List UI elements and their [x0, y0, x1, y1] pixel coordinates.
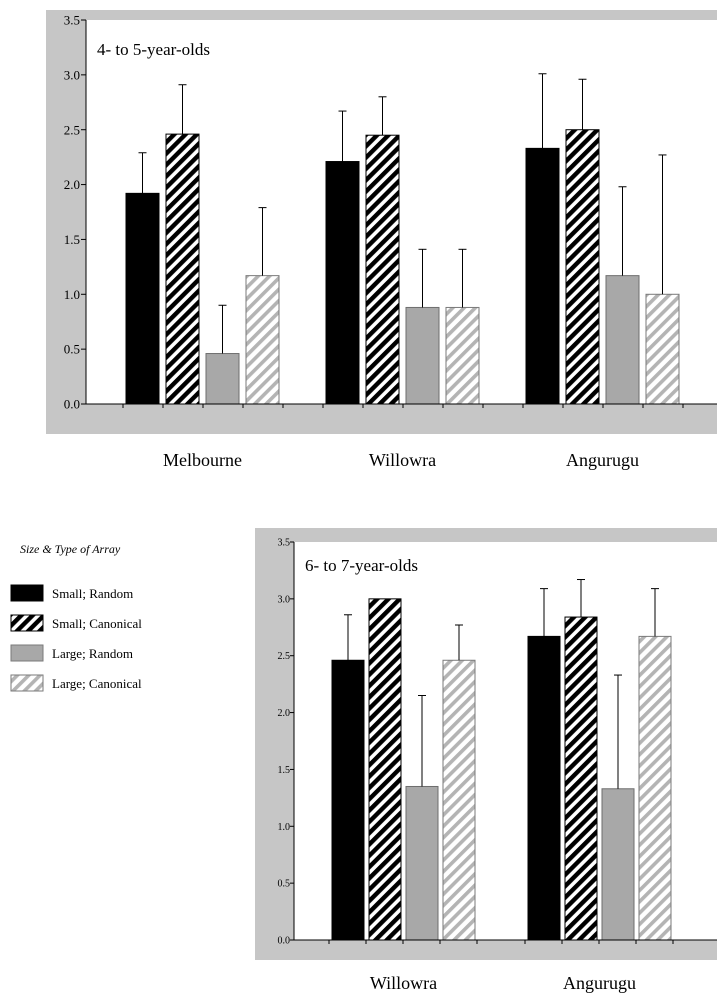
- y-tick-label: 0.5: [278, 879, 291, 890]
- y-tick-label: 2.5: [278, 651, 291, 662]
- bar-small-random-angurugu: [525, 147, 560, 405]
- bar-large-random-melbourne: [205, 353, 240, 405]
- y-tick-label: 0.0: [278, 936, 291, 947]
- y-tick-label: 1.0: [64, 287, 80, 302]
- bar-large-canonical-melbourne: [245, 275, 280, 405]
- y-tick-label: 0.0: [64, 397, 80, 412]
- y-tick-label: 1.0: [278, 822, 291, 833]
- legend-title: Size & Type of Array: [20, 542, 121, 556]
- bar-small-canonical-melbourne: [165, 133, 200, 405]
- bar-large-random-angurugu: [601, 788, 635, 941]
- bar-small-random-willowra: [331, 659, 365, 941]
- category-label-angurugu: Angurugu: [563, 973, 636, 993]
- y-tick-label: 3.5: [64, 13, 80, 28]
- chart-title: 6- to 7-year-olds: [305, 556, 418, 575]
- chart-6-7-year-olds: 0.0 0.5 1.0 1.5 2.0 2.5 3.0 3.5 6- to 7-year-ol…: [255, 528, 717, 993]
- category-label-melbourne: Melbourne: [163, 450, 242, 470]
- y-tick-label: 1.5: [278, 765, 291, 776]
- bar-large-canonical-willowra: [445, 306, 480, 405]
- y-tick-label: 3.0: [278, 594, 291, 605]
- bar-large-canonical-angurugu: [645, 293, 680, 405]
- bar-large-canonical-willowra: [442, 659, 476, 941]
- legend-label: Large; Random: [52, 646, 133, 661]
- bar-small-canonical-angurugu: [564, 616, 598, 941]
- y-tick-label: 2.0: [64, 177, 80, 192]
- bar-small-canonical-angurugu: [565, 129, 600, 405]
- category-label-willowra: Willowra: [369, 450, 436, 470]
- chart-4-5-year-olds: 0.0 0.5 1.0 1.5 2.0 2.5 3.0 3.5 4- to 5-year-ol…: [46, 10, 717, 470]
- bar-small-canonical-willowra: [368, 598, 402, 941]
- legend: Size & Type of Array Small; Random Small;…: [10, 542, 142, 692]
- y-tick-label: 3.5: [278, 538, 291, 549]
- bar-small-random-willowra: [325, 161, 360, 405]
- legend-swatch-large-random: [10, 644, 44, 662]
- y-tick-label: 2.0: [278, 708, 291, 719]
- category-label-willowra: Willowra: [370, 973, 437, 993]
- y-tick-label: 3.0: [64, 67, 80, 82]
- y-tick-label: 1.5: [64, 232, 80, 247]
- legend-label: Small; Random: [52, 586, 133, 601]
- bar-large-random-willowra: [405, 785, 439, 941]
- bar-large-canonical-angurugu: [638, 635, 672, 941]
- bar-large-random-angurugu: [605, 275, 640, 405]
- legend-label: Large; Canonical: [52, 676, 142, 691]
- bar-small-canonical-willowra: [365, 134, 400, 405]
- bar-large-random-willowra: [405, 306, 440, 405]
- bar-small-random-angurugu: [527, 635, 561, 941]
- chart-title: 4- to 5-year-olds: [97, 40, 210, 59]
- y-tick-label: 0.5: [64, 342, 80, 357]
- legend-swatch-small-canonical: [10, 614, 44, 632]
- bar-small-random-melbourne: [125, 192, 160, 405]
- legend-label: Small; Canonical: [52, 616, 142, 631]
- y-tick-label: 2.5: [64, 122, 80, 137]
- legend-swatch-large-canonical: [10, 674, 44, 692]
- category-label-angurugu: Angurugu: [566, 450, 639, 470]
- legend-swatch-small-random: [10, 584, 44, 602]
